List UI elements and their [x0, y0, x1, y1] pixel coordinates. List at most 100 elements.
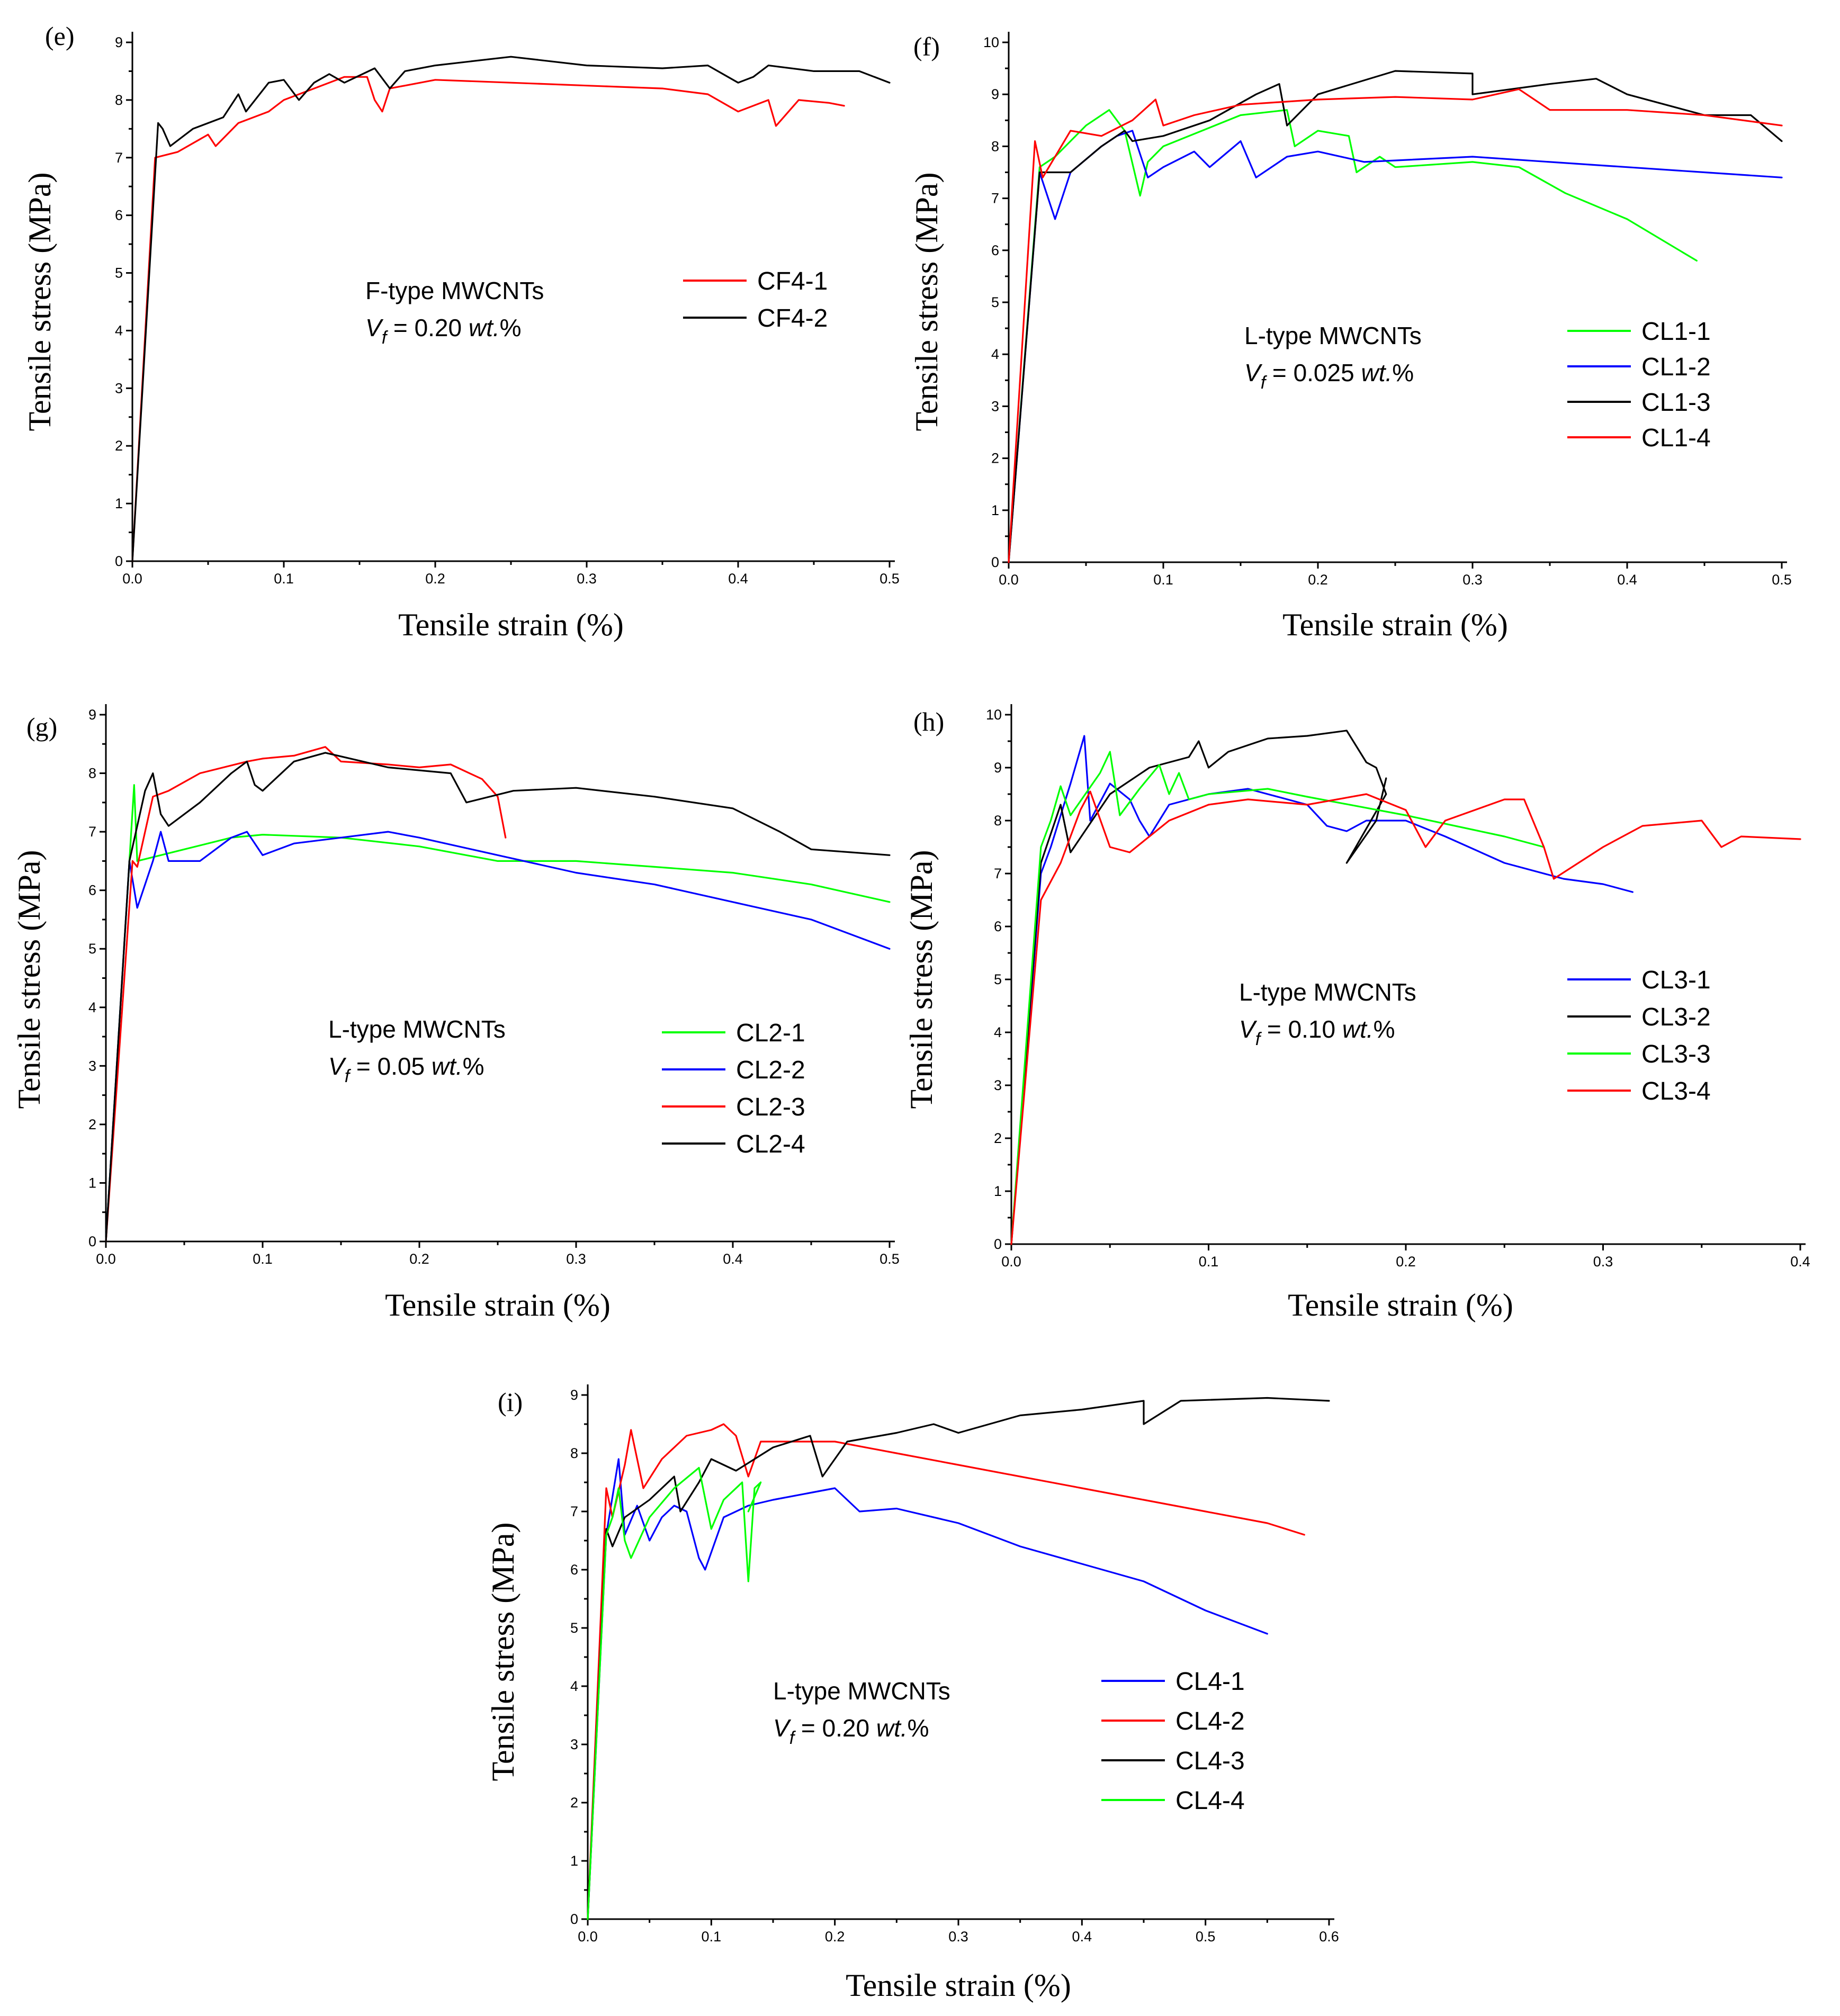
legend-label: CL2-1: [736, 1019, 805, 1047]
y-tick-label: 2: [570, 1795, 578, 1811]
y-tick-label: 6: [570, 1562, 578, 1578]
x-tick-label: 0.5: [879, 571, 900, 587]
y-tick-label: 9: [570, 1387, 578, 1403]
annotation-vf-eq: = 0.20: [794, 1714, 876, 1742]
x-tick-label: 0.0: [122, 571, 142, 587]
x-tick-label: 0.2: [825, 1929, 845, 1945]
x-tick-label: 0.4: [1617, 572, 1637, 588]
annotation-vf-pct: %: [463, 1052, 484, 1080]
legend: CL3-1 CL3-2 CL3-3 CL3-4: [1567, 966, 1711, 1105]
series-line-cl4-1: [587, 1458, 1268, 1920]
y-tick-label: 7: [994, 866, 1002, 881]
annotation-vf-pct: %: [1374, 1015, 1395, 1043]
legend-label: CL2-3: [736, 1093, 805, 1121]
annotation-fraction: Vf = 0.20 wt.%: [365, 314, 522, 348]
series-line-cl4-2: [587, 1423, 1305, 1920]
series-line-cl3-3: [1010, 751, 1545, 1245]
legend-label: CL2-2: [736, 1056, 805, 1084]
y-tick-label: 3: [991, 398, 999, 414]
y-tick-label: 0: [88, 1234, 96, 1249]
y-tick-label: 8: [991, 138, 999, 154]
annotation-vf-unit: wt.: [1342, 1015, 1374, 1043]
series-line-cl4-4: [587, 1466, 762, 1920]
chart-panel: (f) 0 1 2 3 4 5 6 7 8 9 10 0.0 0.1 0.2 0.3 0.4 0.5 Tensile…: [909, 32, 1792, 642]
y-tick-label: 2: [88, 1117, 96, 1132]
legend-label: CL3-4: [1641, 1077, 1711, 1105]
y-tick-label: 0: [994, 1236, 1002, 1252]
legend-label: CL3-3: [1641, 1040, 1711, 1068]
y-tick-label: 5: [88, 941, 96, 957]
y-tick-label: 1: [115, 496, 123, 511]
x-tick-label: 0.4: [1072, 1929, 1092, 1945]
y-tick-label: 0: [570, 1911, 578, 1927]
y-tick-label: 5: [994, 971, 1002, 987]
legend-label: CL1-2: [1641, 353, 1711, 381]
legend-label: CL1-1: [1641, 318, 1711, 346]
annotation-vf-eq: = 0.025: [1265, 359, 1361, 386]
y-tick-label: 9: [88, 707, 96, 723]
series-line-cl3-2: [1010, 730, 1387, 1245]
annotation-vf-symbol: V: [1239, 1015, 1258, 1043]
x-tick-label: 0.3: [566, 1251, 586, 1267]
annotation-vf-eq: = 0.05: [349, 1052, 432, 1080]
series-line-cl1-1: [1008, 109, 1698, 563]
legend-label: CF4-2: [757, 304, 828, 332]
x-tick-label: 0.2: [409, 1251, 429, 1267]
series-line-cl2-4: [105, 752, 891, 1243]
y-tick-label: 7: [991, 191, 999, 206]
legend-label: CL2-4: [736, 1130, 805, 1158]
y-axis-label: Tensile stress (MPa): [909, 172, 944, 431]
y-tick-label: 0: [115, 553, 123, 569]
legend-label: CL1-4: [1641, 424, 1711, 452]
panel-letter: (f): [913, 32, 940, 61]
annotation-fraction: Vf = 0.10 wt.%: [1239, 1015, 1395, 1049]
x-tick-label: 0.2: [1308, 572, 1328, 588]
annotation-material: L-type MWCNTs: [1239, 978, 1416, 1006]
y-tick-label: 8: [994, 813, 1002, 829]
y-axis-label: Tensile stress (MPa): [22, 172, 57, 431]
legend-label: CF4-1: [757, 267, 828, 295]
x-tick-label: 0.4: [728, 571, 748, 587]
annotation-vf-symbol: V: [1244, 359, 1263, 386]
y-tick-label: 4: [570, 1678, 578, 1694]
legend-label: CL4-1: [1175, 1668, 1245, 1696]
annotation-vf-pct: %: [500, 314, 522, 341]
x-tick-label: 0.4: [1790, 1254, 1810, 1270]
y-tick-label: 5: [115, 265, 123, 281]
y-tick-label: 7: [570, 1504, 578, 1519]
legend-label: CL4-4: [1175, 1787, 1245, 1815]
x-tick-label: 0.0: [578, 1929, 598, 1945]
legend-label: CL1-3: [1641, 389, 1711, 417]
x-tick-label: 0.5: [879, 1251, 900, 1267]
y-axis-label: Tensile stress (MPa): [904, 850, 939, 1109]
annotation-vf-unit: wt.: [1361, 359, 1392, 386]
y-tick-label: 5: [991, 294, 999, 310]
x-axis-label: Tensile strain (%): [385, 1288, 611, 1322]
x-tick-label: 0.3: [948, 1929, 968, 1945]
annotation-vf-symbol: V: [773, 1714, 792, 1742]
annotation-vf-eq: = 0.10: [1260, 1015, 1342, 1043]
y-tick-label: 7: [115, 150, 123, 166]
y-tick-label: 1: [570, 1853, 578, 1869]
series-line-cf4-2: [131, 56, 891, 562]
y-tick-label: 6: [994, 919, 1002, 934]
x-tick-label: 0.5: [1196, 1929, 1216, 1945]
x-tick-label: 0.3: [577, 571, 597, 587]
x-axis-label: Tensile strain (%): [1288, 1288, 1513, 1322]
y-tick-label: 10: [986, 707, 1002, 723]
annotation-vf-eq: = 0.20: [387, 314, 469, 341]
x-tick-label: 0.1: [253, 1251, 273, 1267]
y-tick-label: 8: [570, 1445, 578, 1461]
y-tick-label: 8: [88, 766, 96, 781]
annotation-vf-symbol: V: [328, 1052, 347, 1080]
series-line-cl2-1: [105, 784, 891, 1243]
x-tick-label: 0.1: [702, 1929, 722, 1945]
y-tick-label: 5: [570, 1620, 578, 1636]
x-tick-label: 0.6: [1319, 1929, 1339, 1945]
chart-panel: (i) 0 1 2 3 4 5 6 7 8 9 0.0 0.1 0.2 0.3 0.4 0.5 0.6 Tensil…: [486, 1384, 1339, 2003]
x-tick-label: 0.0: [1001, 1254, 1021, 1270]
chart-panel: (g) 0 1 2 3 4 5 6 7 8 9 0.0 0.1 0.2 0.3 0.4 0.5 Tensile s…: [12, 704, 900, 1322]
y-tick-label: 6: [115, 208, 123, 223]
y-tick-label: 7: [88, 824, 96, 840]
